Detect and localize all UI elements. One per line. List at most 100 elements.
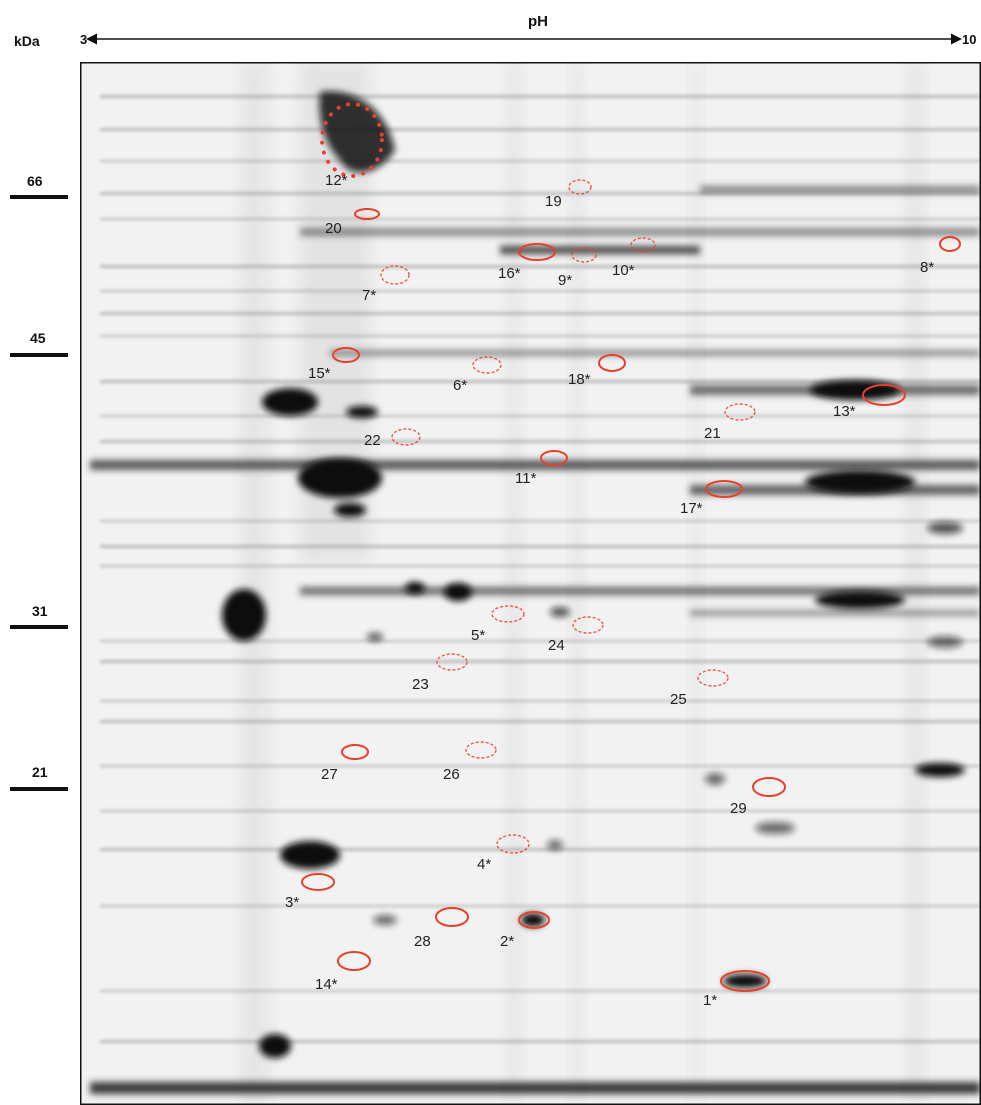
mw-marker-45: 45: [10, 330, 68, 357]
spot-label: 2*: [500, 933, 514, 950]
spot-14-star: 14*: [315, 951, 371, 993]
spot-29: 29: [730, 777, 786, 817]
spot-4-star: 4*: [477, 834, 530, 873]
spot-label: 1*: [703, 992, 717, 1009]
spot-10-star: 10*: [612, 237, 656, 279]
spot-label: 29: [730, 800, 747, 817]
spot-label: 9*: [558, 272, 572, 289]
spot-12-star: 12*: [320, 102, 384, 189]
spot-label: 19: [545, 193, 562, 210]
spot-markers: 12* 19 20 16* 9* 10* 8* 7* 15* 6* 18* 13* 21 22 11* 17*…: [285, 102, 961, 1009]
spot-11-star: 11*: [515, 450, 568, 487]
spot-circle: [939, 236, 961, 252]
spot-9-star: 9*: [558, 247, 597, 289]
spot-25: 25: [670, 669, 729, 708]
spot-circle: [435, 907, 469, 927]
spot-label: 11*: [515, 470, 537, 487]
svg-text:21: 21: [32, 764, 48, 780]
kda-unit-label: kDa: [14, 33, 40, 49]
spot-label: 4*: [477, 856, 491, 873]
spot-label: 27: [321, 766, 338, 783]
spot-18-star: 18*: [568, 354, 626, 388]
spot-label: 22: [364, 432, 381, 449]
spot-label: 28: [414, 933, 431, 950]
spot-circle: [630, 237, 656, 253]
spot-22: 22: [364, 428, 421, 449]
spot-label: 20: [325, 220, 342, 237]
spot-label: 3*: [285, 894, 299, 911]
spot-17-star: 17*: [680, 480, 743, 517]
gel-image: [80, 62, 981, 1105]
spot-5-star: 5*: [471, 605, 525, 644]
spot-label: 12*: [325, 172, 348, 189]
spot-label: 5*: [471, 627, 485, 644]
svg-text:31: 31: [32, 603, 48, 619]
spot-circle: [391, 428, 421, 446]
spot-circle: [354, 208, 380, 220]
spot-19: 19: [545, 179, 592, 210]
spot-circle: [862, 384, 906, 406]
spot-26: 26: [443, 741, 497, 783]
spot-circle: [540, 450, 568, 466]
spot-label: 16*: [498, 265, 521, 282]
spot-2-star: 2*: [500, 911, 550, 950]
spot-21: 21: [704, 403, 756, 442]
spot-7-star: 7*: [362, 265, 410, 304]
spot-circle: [752, 777, 786, 797]
spot-circle: [724, 403, 756, 421]
spot-circle: [598, 354, 626, 372]
spot-circle: [341, 744, 369, 760]
svg-text:45: 45: [30, 330, 46, 346]
spot-15-star: 15*: [308, 347, 360, 382]
ph-end-label: 10: [962, 32, 976, 47]
spot-circle: [472, 356, 502, 374]
spot-13-star: 13*: [833, 384, 906, 420]
mw-marker-31: 31: [10, 603, 68, 629]
spot-circle: [320, 102, 384, 178]
svg-text:66: 66: [27, 173, 43, 189]
spot-circle: [518, 243, 556, 261]
spot-circle: [705, 480, 743, 498]
spot-23: 23: [412, 653, 468, 693]
mw-marker-21: 21: [10, 764, 68, 791]
ph-axis-title: pH: [528, 13, 548, 30]
spot-label: 23: [412, 676, 429, 693]
spot-27: 27: [321, 744, 369, 783]
spot-20: 20: [325, 208, 380, 237]
spot-circle: [436, 653, 468, 671]
spot-24: 24: [548, 616, 604, 654]
spot-circle: [491, 605, 525, 623]
spot-1-star: 1*: [703, 970, 770, 1009]
spot-circle: [568, 179, 592, 195]
spot-circle: [518, 911, 550, 929]
spot-circle: [496, 834, 530, 854]
spot-label: 15*: [308, 365, 331, 382]
spot-circle: [572, 616, 604, 634]
spot-label: 13*: [833, 403, 856, 420]
spot-label: 25: [670, 691, 687, 708]
spot-circle: [301, 873, 335, 891]
spot-circle: [380, 265, 410, 285]
spot-label: 18*: [568, 371, 591, 388]
spot-28: 28: [414, 907, 469, 950]
spot-circle: [337, 951, 371, 971]
spot-label: 10*: [612, 262, 635, 279]
spot-circle: [332, 347, 360, 363]
spot-8-star: 8*: [920, 236, 961, 276]
spot-16-star: 16*: [498, 243, 556, 282]
spot-6-star: 6*: [453, 356, 502, 394]
spot-label: 14*: [315, 976, 338, 993]
spot-circle: [571, 247, 597, 263]
spot-label: 26: [443, 766, 460, 783]
spot-label: 17*: [680, 500, 703, 517]
spot-circle: [465, 741, 497, 759]
spot-label: 7*: [362, 287, 376, 304]
spot-circle: [697, 669, 729, 687]
mw-marker-66: 66: [10, 173, 68, 199]
ph-start-label: 3: [80, 32, 87, 47]
spot-3-star: 3*: [285, 873, 335, 911]
spot-circle: [720, 970, 770, 992]
spot-label: 24: [548, 637, 565, 654]
spot-label: 6*: [453, 377, 467, 394]
